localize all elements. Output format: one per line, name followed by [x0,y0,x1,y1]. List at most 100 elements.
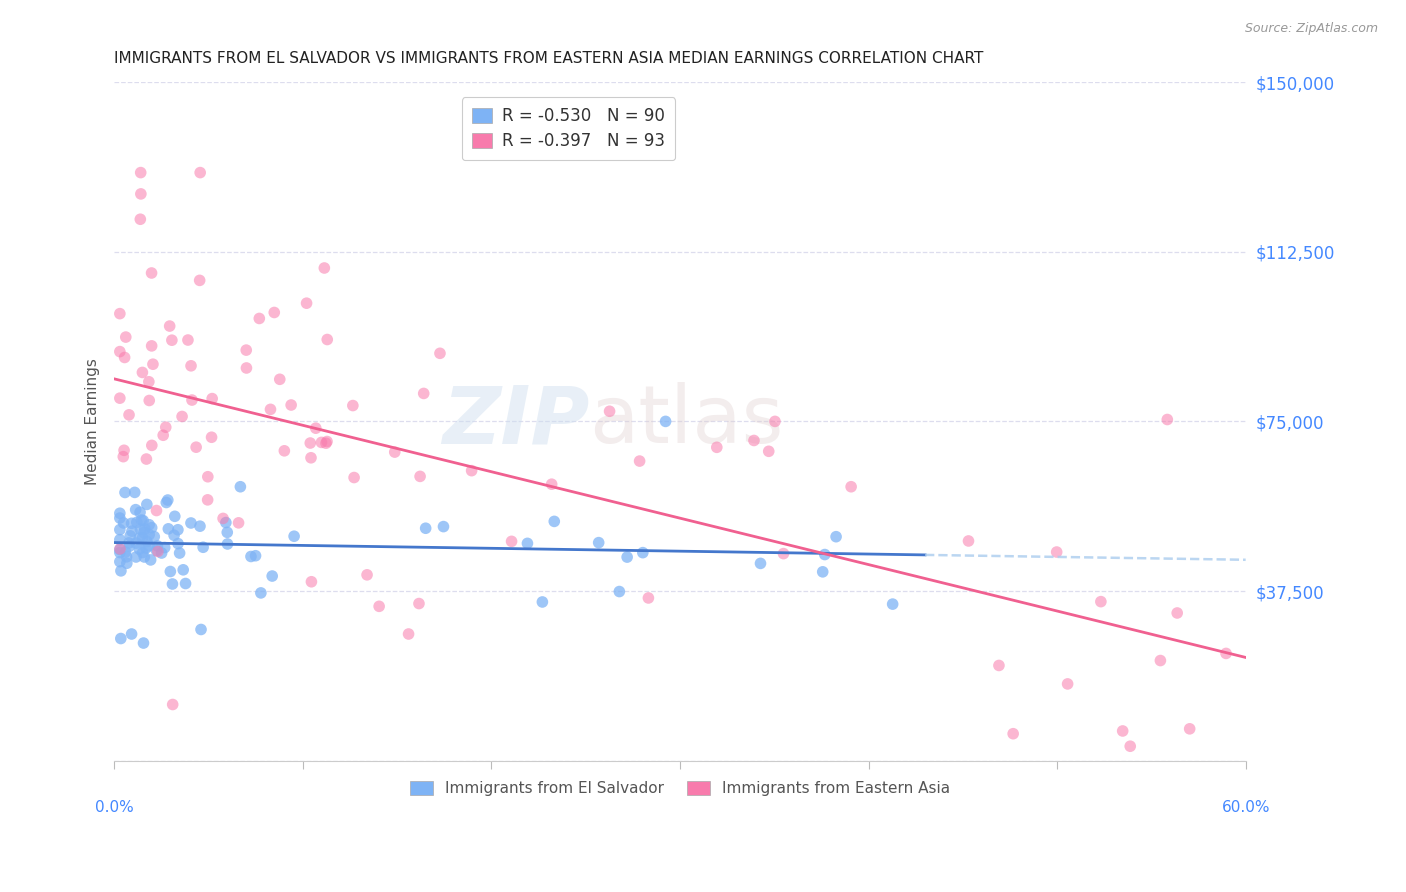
Point [188,273,211,287]
Point [398,627,420,641]
Point [145,543,167,558]
Text: 0.0%: 0.0% [94,799,134,814]
Point [259,402,281,417]
Point [108,307,131,321]
Point [129,165,152,179]
Point [120,529,142,543]
Point [125,536,148,550]
Point [516,536,538,550]
Point [112,516,135,530]
Point [200,430,222,444]
Point [763,414,786,428]
Point [150,546,173,560]
Point [1002,727,1025,741]
Point [181,392,204,407]
Point [118,408,141,422]
Point [108,542,131,557]
Point [408,597,430,611]
Point [138,393,160,408]
Point [132,514,155,528]
Point [342,399,364,413]
Point [628,454,651,468]
Point [162,698,184,712]
Point [172,563,194,577]
Point [814,548,837,562]
Point [157,522,180,536]
Point [180,516,202,530]
Point [245,549,267,563]
Point [135,452,157,467]
Text: ZIP: ZIP [441,383,589,460]
Point [131,366,153,380]
Point [138,517,160,532]
Point [616,550,638,565]
Point [169,546,191,560]
Point [201,392,224,406]
Point [295,296,318,310]
Point [1111,723,1133,738]
Point [197,469,219,483]
Y-axis label: Median Earnings: Median Earnings [86,358,100,485]
Point [141,339,163,353]
Point [543,515,565,529]
Point [132,636,155,650]
Point [1178,722,1201,736]
Point [124,485,146,500]
Point [188,165,211,179]
Point [114,330,136,344]
Point [262,569,284,583]
Point [273,443,295,458]
Point [138,375,160,389]
Point [315,436,337,450]
Point [180,359,202,373]
Point [186,440,208,454]
Point [412,386,434,401]
Point [115,549,138,564]
Point [155,495,177,509]
Point [247,311,270,326]
Point [631,546,654,560]
Point [108,344,131,359]
Point [1046,545,1069,559]
Point [159,565,181,579]
Point [145,503,167,517]
Text: Source: ZipAtlas.com: Source: ZipAtlas.com [1244,22,1378,36]
Point [280,398,302,412]
Point [159,319,181,334]
Point [429,346,451,360]
Point [588,535,610,549]
Point [235,361,257,376]
Point [599,404,621,418]
Point [1215,647,1237,661]
Text: 60.0%: 60.0% [1222,799,1270,814]
Point [129,186,152,201]
Point [235,343,257,358]
Point [139,553,162,567]
Point [188,519,211,533]
Point [131,531,153,545]
Point [609,584,631,599]
Point [125,516,148,530]
Point [115,556,138,570]
Point [283,529,305,543]
Point [128,531,150,545]
Point [118,536,141,550]
Point [314,260,336,275]
Point [343,470,366,484]
Point [108,511,131,525]
Point [146,539,169,553]
Point [316,333,339,347]
Point [415,521,437,535]
Point [215,516,238,530]
Point [299,450,322,465]
Point [131,545,153,559]
Point [110,564,132,578]
Point [114,485,136,500]
Point [129,522,152,536]
Point [141,438,163,452]
Point [141,266,163,280]
Point [368,599,391,614]
Point [749,557,772,571]
Point [121,524,143,538]
Point [758,444,780,458]
